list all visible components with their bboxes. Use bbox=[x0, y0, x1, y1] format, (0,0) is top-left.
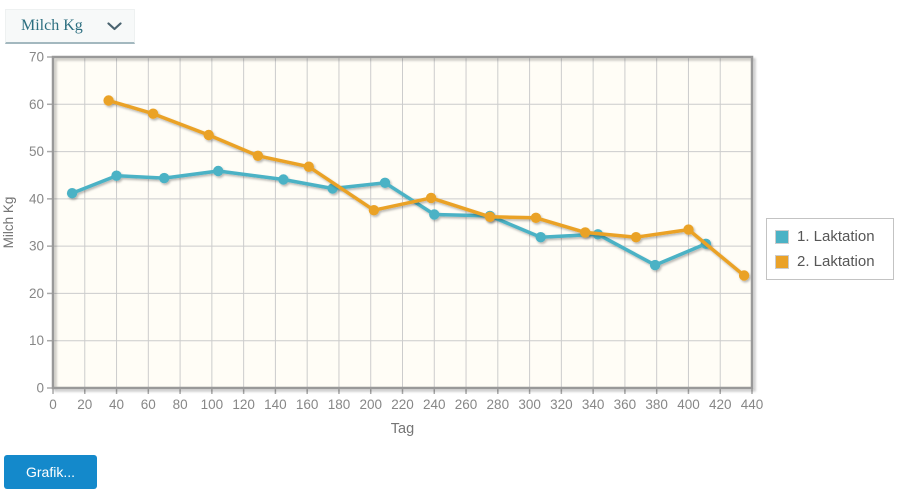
grafik-button[interactable]: Grafik... bbox=[4, 455, 97, 489]
data-point bbox=[484, 211, 496, 222]
svg-text:300: 300 bbox=[518, 397, 541, 412]
y-axis-tick-labels: 0 10 20 30 40 50 60 70 bbox=[29, 50, 44, 396]
chart-legend: 1. Laktation 2. Laktation bbox=[766, 218, 894, 280]
svg-text:320: 320 bbox=[550, 397, 573, 412]
svg-text:180: 180 bbox=[328, 397, 351, 412]
data-point bbox=[278, 174, 289, 185]
data-point bbox=[203, 129, 214, 141]
svg-text:220: 220 bbox=[391, 397, 414, 412]
data-point bbox=[368, 205, 380, 216]
legend-swatch-2-laktation bbox=[775, 254, 789, 269]
svg-text:0: 0 bbox=[36, 381, 44, 396]
svg-text:140: 140 bbox=[264, 397, 287, 412]
data-point bbox=[103, 95, 114, 106]
data-point bbox=[213, 165, 224, 177]
svg-text:80: 80 bbox=[173, 397, 188, 412]
svg-text:400: 400 bbox=[677, 397, 700, 412]
legend-label: 2. Laktation bbox=[797, 253, 875, 270]
chevron-down-icon bbox=[107, 21, 122, 31]
plot-border bbox=[51, 55, 754, 390]
svg-text:160: 160 bbox=[296, 397, 319, 412]
svg-text:0: 0 bbox=[49, 397, 57, 412]
svg-text:50: 50 bbox=[29, 144, 44, 159]
y-axis-title: Milch Kg bbox=[1, 197, 16, 249]
svg-text:240: 240 bbox=[423, 397, 446, 412]
svg-text:30: 30 bbox=[29, 239, 44, 254]
svg-text:40: 40 bbox=[109, 397, 124, 412]
svg-text:360: 360 bbox=[614, 397, 637, 412]
data-point bbox=[425, 192, 437, 204]
data-point bbox=[111, 170, 122, 181]
metric-select-value: Milch Kg bbox=[21, 17, 83, 34]
svg-text:60: 60 bbox=[141, 397, 156, 412]
data-point bbox=[429, 209, 440, 220]
svg-text:60: 60 bbox=[29, 97, 44, 112]
x-axis-tick-labels: 0 20 40 60 80 100 120 140 160 180 200 220 240 260 280 3… bbox=[49, 397, 763, 412]
svg-text:200: 200 bbox=[359, 397, 382, 412]
svg-text:380: 380 bbox=[645, 397, 668, 412]
data-point bbox=[738, 270, 750, 281]
svg-text:70: 70 bbox=[29, 50, 44, 65]
data-point bbox=[66, 188, 78, 199]
data-point bbox=[649, 259, 661, 271]
data-point bbox=[303, 161, 314, 172]
data-point bbox=[683, 224, 694, 235]
legend-item-1-laktation: 1. Laktation bbox=[773, 224, 887, 249]
legend-label: 1. Laktation bbox=[797, 228, 875, 245]
data-point bbox=[159, 172, 170, 184]
svg-text:120: 120 bbox=[232, 397, 255, 412]
data-point bbox=[379, 177, 391, 188]
svg-text:20: 20 bbox=[77, 397, 92, 412]
data-point bbox=[535, 232, 546, 243]
legend-item-2-laktation: 2. Laktation bbox=[773, 249, 887, 274]
data-point bbox=[580, 227, 591, 238]
svg-text:40: 40 bbox=[29, 191, 44, 206]
svg-text:100: 100 bbox=[201, 397, 224, 412]
svg-text:420: 420 bbox=[709, 397, 732, 412]
tick-marks bbox=[47, 56, 753, 394]
svg-text:20: 20 bbox=[29, 286, 44, 301]
series-2-laktation bbox=[103, 95, 750, 281]
svg-text:440: 440 bbox=[741, 397, 764, 412]
legend-swatch-1-laktation bbox=[775, 229, 789, 244]
data-point bbox=[630, 232, 642, 243]
data-point bbox=[252, 150, 264, 161]
x-axis-title: Tag bbox=[391, 421, 414, 437]
milk-line-chart: 0 20 40 60 80 100 120 140 160 180 200 220 240 260 280 3… bbox=[1, 50, 763, 438]
metric-select[interactable]: Milch Kg bbox=[5, 9, 135, 44]
data-point bbox=[530, 212, 542, 223]
svg-text:280: 280 bbox=[487, 397, 510, 412]
svg-text:340: 340 bbox=[582, 397, 605, 412]
svg-text:260: 260 bbox=[455, 397, 478, 412]
svg-text:10: 10 bbox=[29, 333, 44, 348]
gridlines bbox=[53, 57, 752, 388]
data-point bbox=[147, 108, 159, 119]
